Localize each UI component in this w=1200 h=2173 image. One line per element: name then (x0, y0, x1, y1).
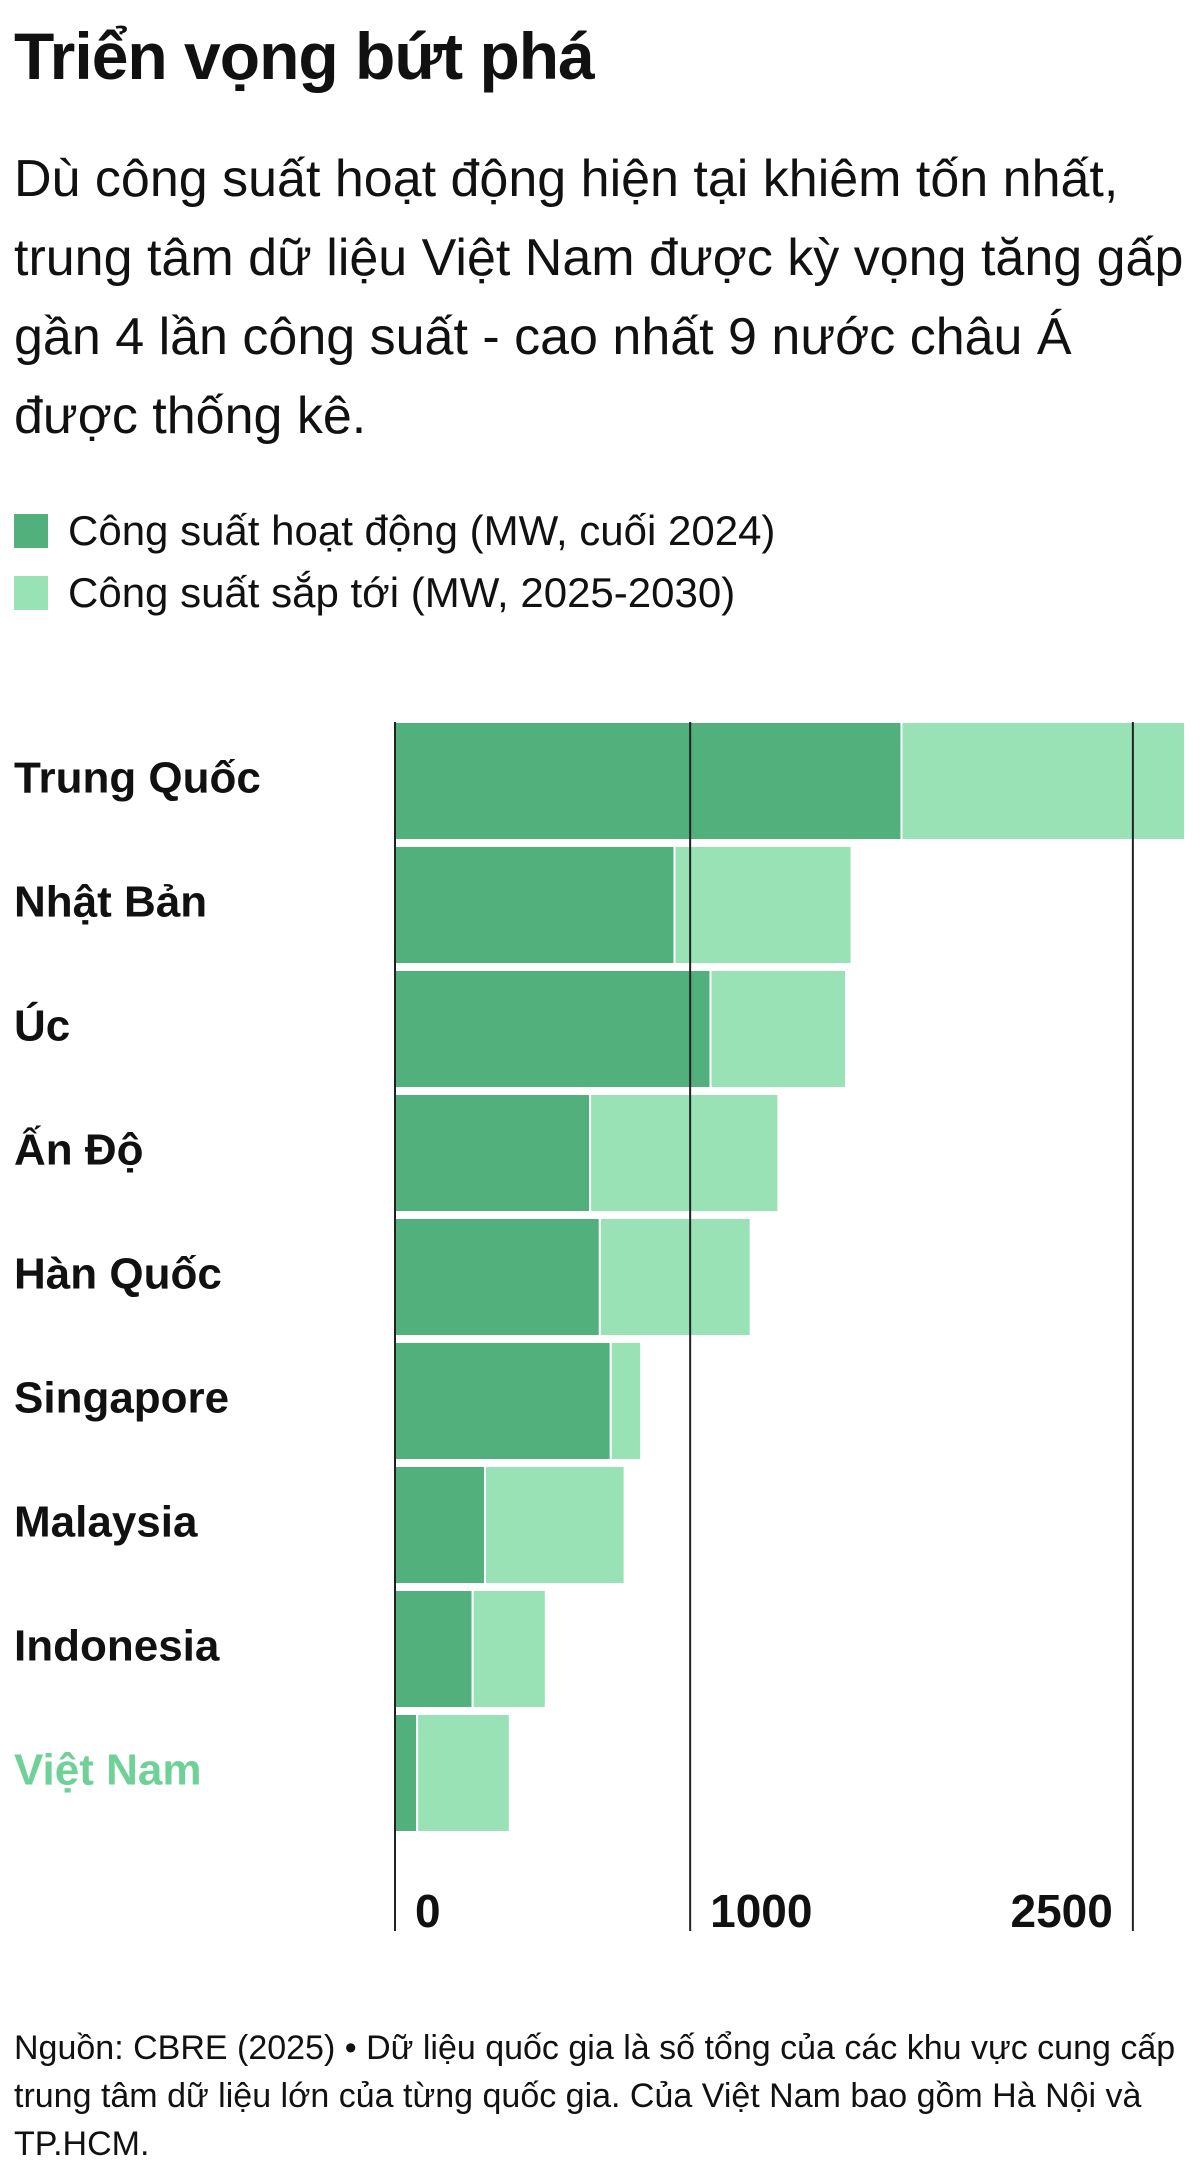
bar-segment (589, 1093, 780, 1213)
source-note: Nguồn: CBRE (2025) • Dữ liệu quốc gia là… (14, 2029, 1176, 2163)
legend: Công suất hoạt động (MW, cuối 2024) Công … (14, 500, 775, 624)
legend-label: Công suất hoạt động (MW, cuối 2024) (68, 507, 776, 554)
legend-item: Công suất hoạt động (MW, cuối 2024) (14, 500, 775, 562)
category-label: Singapore (14, 1374, 229, 1423)
x-tick-label: 2500 (1011, 1885, 1113, 1937)
chart: Trung Quốc Nhật Bản Úc Ấn Độ Hàn Quốc Singapo… (14, 721, 1187, 1937)
legend-label: Công suất sắp tới (MW, 2025-2030) (68, 569, 736, 616)
x-tick-label: 1000 (710, 1885, 812, 1937)
bar-segment (394, 1217, 601, 1337)
bar-segment (394, 1713, 419, 1833)
bar-segment (709, 969, 847, 1089)
legend-item: Công suất sắp tới (MW, 2025-2030) (14, 562, 775, 624)
bar-segment (394, 1341, 612, 1461)
bar-segment (394, 1589, 474, 1709)
bar-segment (394, 1465, 487, 1585)
bar-segment (394, 1093, 592, 1213)
category-label: Nhật Bản (14, 878, 207, 927)
category-label: Malaysia (14, 1498, 198, 1547)
bar-segment (471, 1589, 547, 1709)
category-label: Trung Quốc (14, 754, 261, 803)
category-label: Hàn Quốc (14, 1250, 222, 1299)
bar-segment (598, 1217, 752, 1337)
bars (394, 721, 1187, 1833)
bar-segment (394, 845, 676, 965)
category-label: Úc (14, 1001, 70, 1051)
category-label: Ấn Độ (14, 1125, 144, 1175)
legend-swatch (14, 514, 48, 548)
bar-segment (394, 969, 712, 1089)
bar-segment (484, 1465, 626, 1585)
category-label: Indonesia (14, 1622, 220, 1671)
bar-segment (416, 1713, 511, 1833)
bar-segment (394, 721, 903, 841)
x-tick-label: 0 (415, 1885, 441, 1937)
legend-swatch (14, 576, 48, 610)
bar-segment (609, 1341, 643, 1461)
bar-segment (673, 845, 853, 965)
subtitle: Dù công suất hoạt động hiện tại khiêm tố… (14, 150, 1184, 445)
title: Triển vọng bứt phá (14, 19, 595, 93)
bar-segment (900, 721, 1187, 841)
category-label: Việt Nam (14, 1746, 202, 1795)
